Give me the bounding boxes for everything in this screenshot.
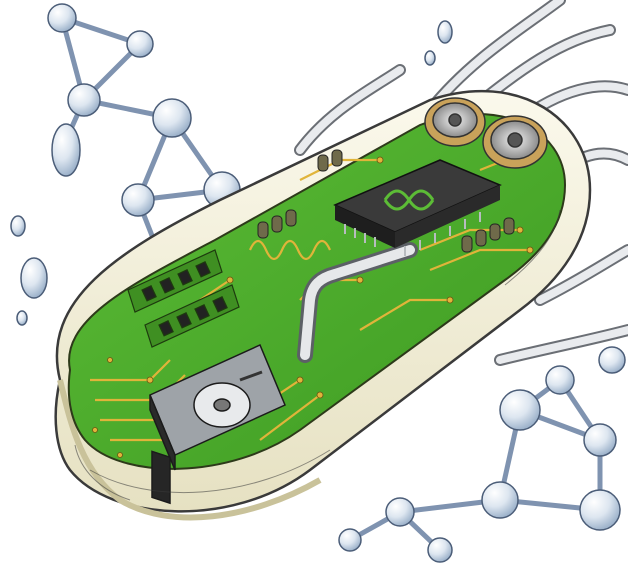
sketch-strokes (74, 209, 561, 501)
fan-icon (482, 115, 548, 169)
cooling-fans (424, 97, 548, 169)
molecule-atoms-bottom-right (338, 346, 626, 563)
heat-pipe (297, 242, 418, 363)
dna-logo-icon (383, 189, 435, 211)
ram-modules (127, 249, 240, 348)
capacitors (257, 149, 515, 253)
fan-icon (424, 97, 486, 147)
molecule-atoms-top-left (10, 3, 453, 326)
cpu-chip (333, 159, 502, 256)
hard-drive (149, 343, 286, 505)
drive-connector (151, 450, 171, 505)
